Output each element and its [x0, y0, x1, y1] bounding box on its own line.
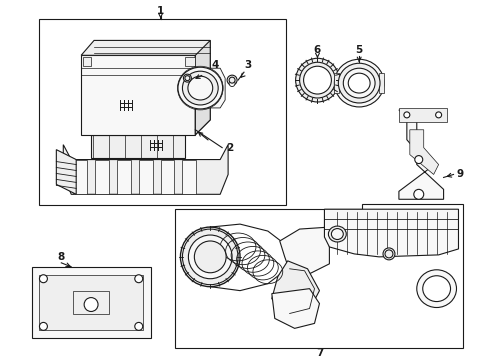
Text: 2: 2	[226, 143, 233, 153]
Polygon shape	[81, 55, 195, 135]
Text: 8: 8	[58, 252, 65, 262]
Polygon shape	[40, 275, 142, 330]
Circle shape	[40, 275, 47, 283]
Circle shape	[184, 76, 189, 81]
Circle shape	[303, 66, 331, 94]
Polygon shape	[279, 227, 329, 274]
Ellipse shape	[347, 73, 369, 93]
Polygon shape	[195, 40, 210, 135]
Ellipse shape	[343, 68, 374, 98]
Polygon shape	[139, 159, 152, 194]
Text: 4: 4	[211, 60, 219, 70]
Polygon shape	[63, 145, 227, 194]
Polygon shape	[56, 150, 76, 194]
Text: 9: 9	[456, 170, 463, 180]
Text: 7: 7	[315, 348, 323, 358]
Text: 1: 1	[157, 6, 164, 15]
Polygon shape	[91, 135, 185, 158]
Circle shape	[194, 241, 225, 273]
Circle shape	[384, 250, 392, 258]
Polygon shape	[271, 261, 319, 316]
Circle shape	[382, 248, 394, 260]
Polygon shape	[334, 73, 339, 93]
Polygon shape	[271, 289, 319, 328]
Polygon shape	[378, 73, 383, 93]
Text: 6: 6	[313, 45, 321, 55]
Ellipse shape	[178, 67, 222, 109]
Polygon shape	[160, 159, 174, 194]
Circle shape	[40, 323, 47, 330]
Polygon shape	[409, 130, 438, 175]
Circle shape	[135, 275, 142, 283]
Polygon shape	[73, 159, 87, 194]
Ellipse shape	[331, 229, 343, 239]
Polygon shape	[398, 110, 443, 199]
Ellipse shape	[422, 276, 449, 302]
Polygon shape	[83, 57, 91, 66]
Polygon shape	[81, 40, 210, 135]
Ellipse shape	[338, 63, 379, 103]
Circle shape	[188, 235, 232, 279]
Circle shape	[226, 75, 237, 85]
Polygon shape	[117, 159, 131, 194]
Polygon shape	[182, 159, 196, 194]
Circle shape	[413, 189, 423, 199]
Circle shape	[295, 58, 339, 102]
Circle shape	[299, 62, 335, 98]
Circle shape	[183, 74, 191, 82]
Circle shape	[84, 298, 98, 311]
Ellipse shape	[334, 59, 383, 107]
Circle shape	[414, 156, 422, 163]
Polygon shape	[195, 68, 224, 108]
Polygon shape	[398, 108, 446, 122]
Ellipse shape	[229, 80, 235, 87]
Polygon shape	[95, 159, 109, 194]
Circle shape	[135, 323, 142, 330]
Polygon shape	[31, 267, 150, 338]
Ellipse shape	[416, 270, 456, 307]
Ellipse shape	[328, 226, 346, 242]
Text: 3: 3	[244, 60, 251, 70]
Polygon shape	[185, 57, 195, 66]
Ellipse shape	[182, 71, 218, 105]
Circle shape	[435, 112, 441, 118]
Bar	[73, 291, 109, 315]
Polygon shape	[324, 209, 458, 257]
Bar	[40, 19, 285, 205]
Circle shape	[403, 112, 409, 118]
Text: 5: 5	[355, 45, 362, 55]
Circle shape	[182, 229, 238, 285]
Ellipse shape	[187, 76, 212, 100]
Circle shape	[229, 77, 235, 83]
